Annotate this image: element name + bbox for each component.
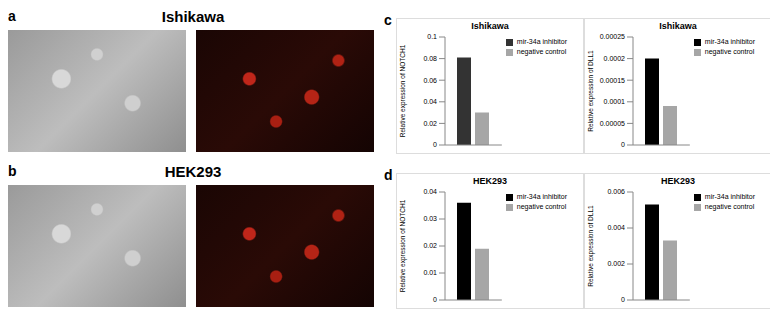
- svg-text:0.02: 0.02: [423, 242, 437, 249]
- html-text:HEK293: HEK293: [164, 163, 222, 180]
- html-text:Ishikawa: Ishikawa: [161, 8, 225, 25]
- svg-text:0: 0: [433, 141, 437, 148]
- svg-text:0.03: 0.03: [423, 215, 437, 222]
- svg-text:0.1: 0.1: [427, 33, 437, 40]
- svg-text:0.004: 0.004: [607, 224, 625, 231]
- html-text:negative control: negative control: [704, 48, 755, 55]
- html-text:mir-34a inhibitor: mir-34a inhibitor: [704, 38, 755, 45]
- svg-text:0: 0: [621, 296, 625, 303]
- svg-text:0.002: 0.002: [607, 260, 625, 267]
- svg-text:0.06: 0.06: [423, 77, 437, 84]
- html-text:mir-34a inhibitor: mir-34a inhibitor: [704, 193, 755, 200]
- svg-text:Relative expression of NOTCH1: Relative expression of NOTCH1: [399, 199, 407, 292]
- svg-text:0.006: 0.006: [607, 188, 625, 195]
- html-text:Ishikawa: Ishikawa: [659, 21, 697, 31]
- html-text:negative control: negative control: [516, 203, 567, 210]
- svg-text:0.00015: 0.00015: [600, 77, 625, 84]
- svg-text:0.0002: 0.0002: [604, 55, 626, 62]
- svg-text:0.00025: 0.00025: [600, 33, 625, 40]
- html-text:c: c: [384, 12, 392, 28]
- html-text:a: a: [8, 8, 16, 24]
- html-text:negative control: negative control: [704, 203, 755, 210]
- svg-text:0: 0: [433, 296, 437, 303]
- html-text:b: b: [8, 163, 17, 179]
- svg-text:0.00005: 0.00005: [600, 120, 625, 127]
- svg-text:0.04: 0.04: [423, 188, 437, 195]
- html-text:d: d: [384, 167, 393, 183]
- svg-text:0: 0: [621, 141, 625, 148]
- svg-text:Relative expression of NOTCH1: Relative expression of NOTCH1: [399, 44, 407, 137]
- html-text:Ishikawa: Ishikawa: [471, 21, 509, 31]
- html-text:HEK293: HEK293: [473, 176, 507, 186]
- svg-text:0.04: 0.04: [423, 98, 437, 105]
- html-text:negative control: negative control: [516, 48, 567, 55]
- html-text:HEK293: HEK293: [661, 176, 695, 186]
- svg-text:0.02: 0.02: [423, 120, 437, 127]
- html-text:mir-34a inhibitor: mir-34a inhibitor: [516, 38, 567, 45]
- html-text:mir-34a inhibitor: mir-34a inhibitor: [516, 193, 567, 200]
- svg-text:0.01: 0.01: [423, 269, 437, 276]
- svg-text:0.0001: 0.0001: [604, 98, 626, 105]
- svg-text:Relative expression of DLL1: Relative expression of DLL1: [587, 50, 595, 132]
- svg-text:Relative expression of DLL1: Relative expression of DLL1: [587, 205, 595, 287]
- svg-text:0.08: 0.08: [423, 55, 437, 62]
